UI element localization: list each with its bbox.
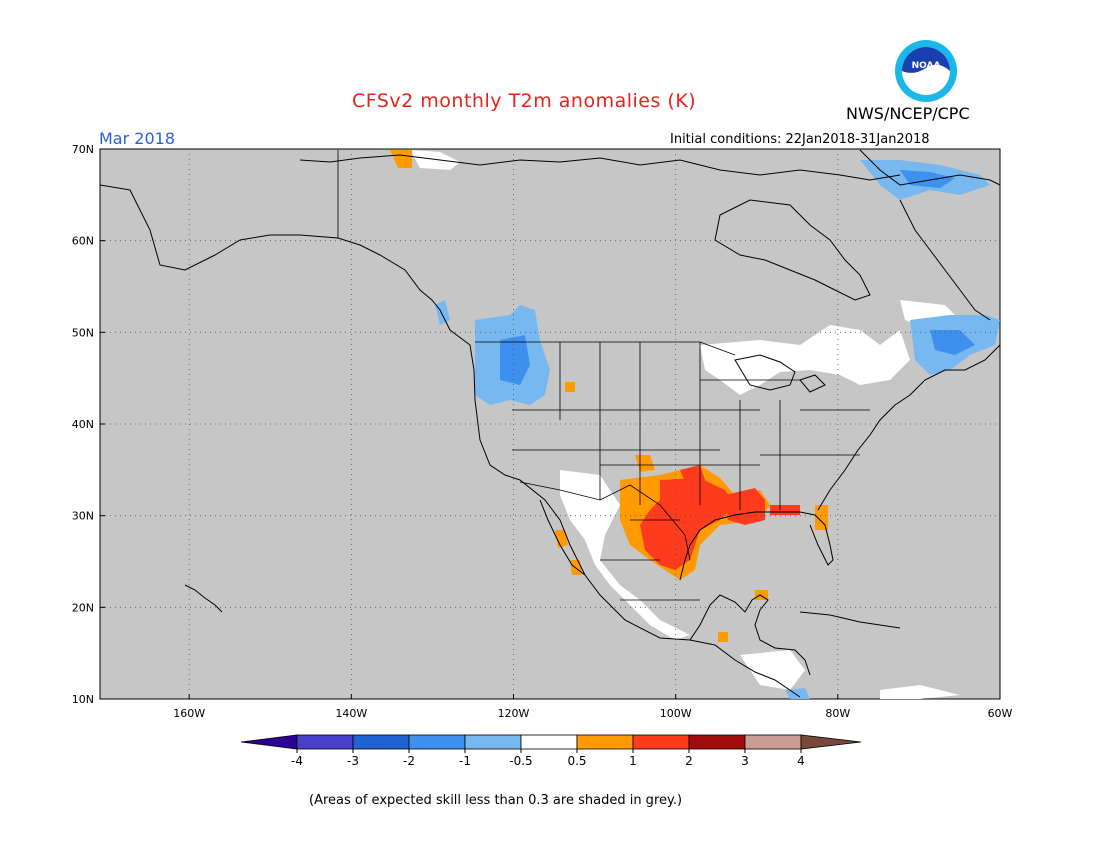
gulf-north-coast: [679, 511, 834, 581]
anomaly-region: [880, 685, 960, 699]
org-label: NWS/NCEP/CPC: [846, 104, 970, 123]
mexico-states: [600, 519, 700, 601]
hawaii: [184, 584, 223, 613]
anomaly-region: [555, 530, 568, 548]
labrador-coast: [899, 199, 991, 321]
colorbar-label: -2: [403, 754, 415, 768]
colorbar-label: 1: [629, 754, 637, 768]
map: 70N 60N 50N 40N 30N 20N 10N 160W 140W 120W 100W 80W…: [72, 143, 1013, 720]
lat-label: 30N: [72, 510, 94, 523]
colorbar-boxes: [240, 734, 862, 750]
lon-label: 100W: [660, 707, 692, 720]
cuba: [799, 611, 901, 629]
colorbar-box: [744, 734, 802, 750]
colorbar-box: [520, 734, 578, 750]
colorbar-label: -3: [347, 754, 359, 768]
lat-label: 40N: [72, 418, 94, 431]
lon-label: 160W: [173, 707, 205, 720]
borders: [337, 150, 870, 601]
graticule: [100, 149, 1000, 699]
anomaly-region: [565, 382, 575, 392]
anomaly-region: [930, 330, 975, 355]
lon-label: 120W: [498, 707, 530, 720]
lat-label: 20N: [72, 601, 94, 614]
colorbar-label: 0.5: [567, 754, 586, 768]
hudson-bay: [714, 199, 871, 301]
colorbar-box: [296, 734, 354, 750]
lat-label: 10N: [72, 693, 94, 706]
colorbar-box: [576, 734, 634, 750]
colorbar-label: 2: [685, 754, 693, 768]
anomaly-region: [390, 150, 412, 168]
anomaly-region: [640, 478, 735, 570]
anomaly-region: [740, 650, 805, 690]
colorbar-arrow-left: [240, 734, 298, 750]
colorbar-box: [408, 734, 466, 750]
anomaly-region: [900, 170, 955, 188]
initial-conditions: Initial conditions: 22Jan2018-31Jan2018: [670, 132, 930, 147]
colorbar-arrow-right: [800, 734, 862, 750]
lat-label: 60N: [72, 235, 94, 248]
lat-label: 50N: [72, 326, 94, 339]
us-mexico-border: [519, 481, 691, 561]
anomaly-region: [700, 325, 910, 395]
greenland-coast: [859, 149, 1001, 186]
colorbar-label: -0.5: [509, 754, 532, 768]
arctic-coast: [299, 154, 901, 181]
anomaly-region: [500, 335, 530, 385]
colorbar-box: [632, 734, 690, 750]
state-lines: [512, 342, 870, 510]
anomaly-region: [718, 632, 728, 642]
forecast-period: Mar 2018: [99, 129, 175, 148]
colorbar-box: [352, 734, 410, 750]
anomaly-region: [770, 505, 800, 515]
coastlines: [99, 149, 1001, 698]
anomaly-region: [680, 465, 705, 482]
colorbar-labels: -4 -3 -2 -1 -0.5 0.5 1 2 3 4: [291, 749, 805, 768]
anomaly-region: [410, 150, 460, 170]
map-title: CFSv2 monthly T2m anomalies (K): [352, 90, 697, 112]
colorbar-label: 3: [741, 754, 749, 768]
lon-label: 60W: [988, 707, 1013, 720]
lon-label: 140W: [335, 707, 367, 720]
atlantic-coast: [817, 344, 1001, 511]
colorbar-label: -1: [459, 754, 471, 768]
gulf-coast: [689, 594, 811, 676]
colorbar-box: [688, 734, 746, 750]
noaa-logo: NOAA: [895, 40, 957, 102]
colorbar-label: -4: [291, 754, 303, 768]
colorbar: -4 -3 -2 -1 -0.5 0.5 1 2 3 4: [240, 734, 862, 768]
anomaly-layer: [390, 150, 1000, 699]
anomaly-region: [560, 470, 690, 640]
colorbar-label: 4: [797, 754, 805, 768]
axis-labels: 70N 60N 50N 40N 30N 20N 10N 160W 140W 120W 100W 80W…: [72, 143, 1013, 720]
skill-footnote: (Areas of expected skill less than 0.3 a…: [309, 793, 683, 808]
baja: [539, 499, 586, 576]
great-lakes: [734, 354, 826, 393]
logo-text: NOAA: [912, 61, 941, 71]
lon-label: 80W: [825, 707, 850, 720]
lat-label: 70N: [72, 143, 94, 156]
north-america-coast: [99, 184, 801, 698]
anomaly-region: [435, 300, 450, 325]
colorbar-box: [464, 734, 522, 750]
anomaly-region: [815, 505, 828, 530]
